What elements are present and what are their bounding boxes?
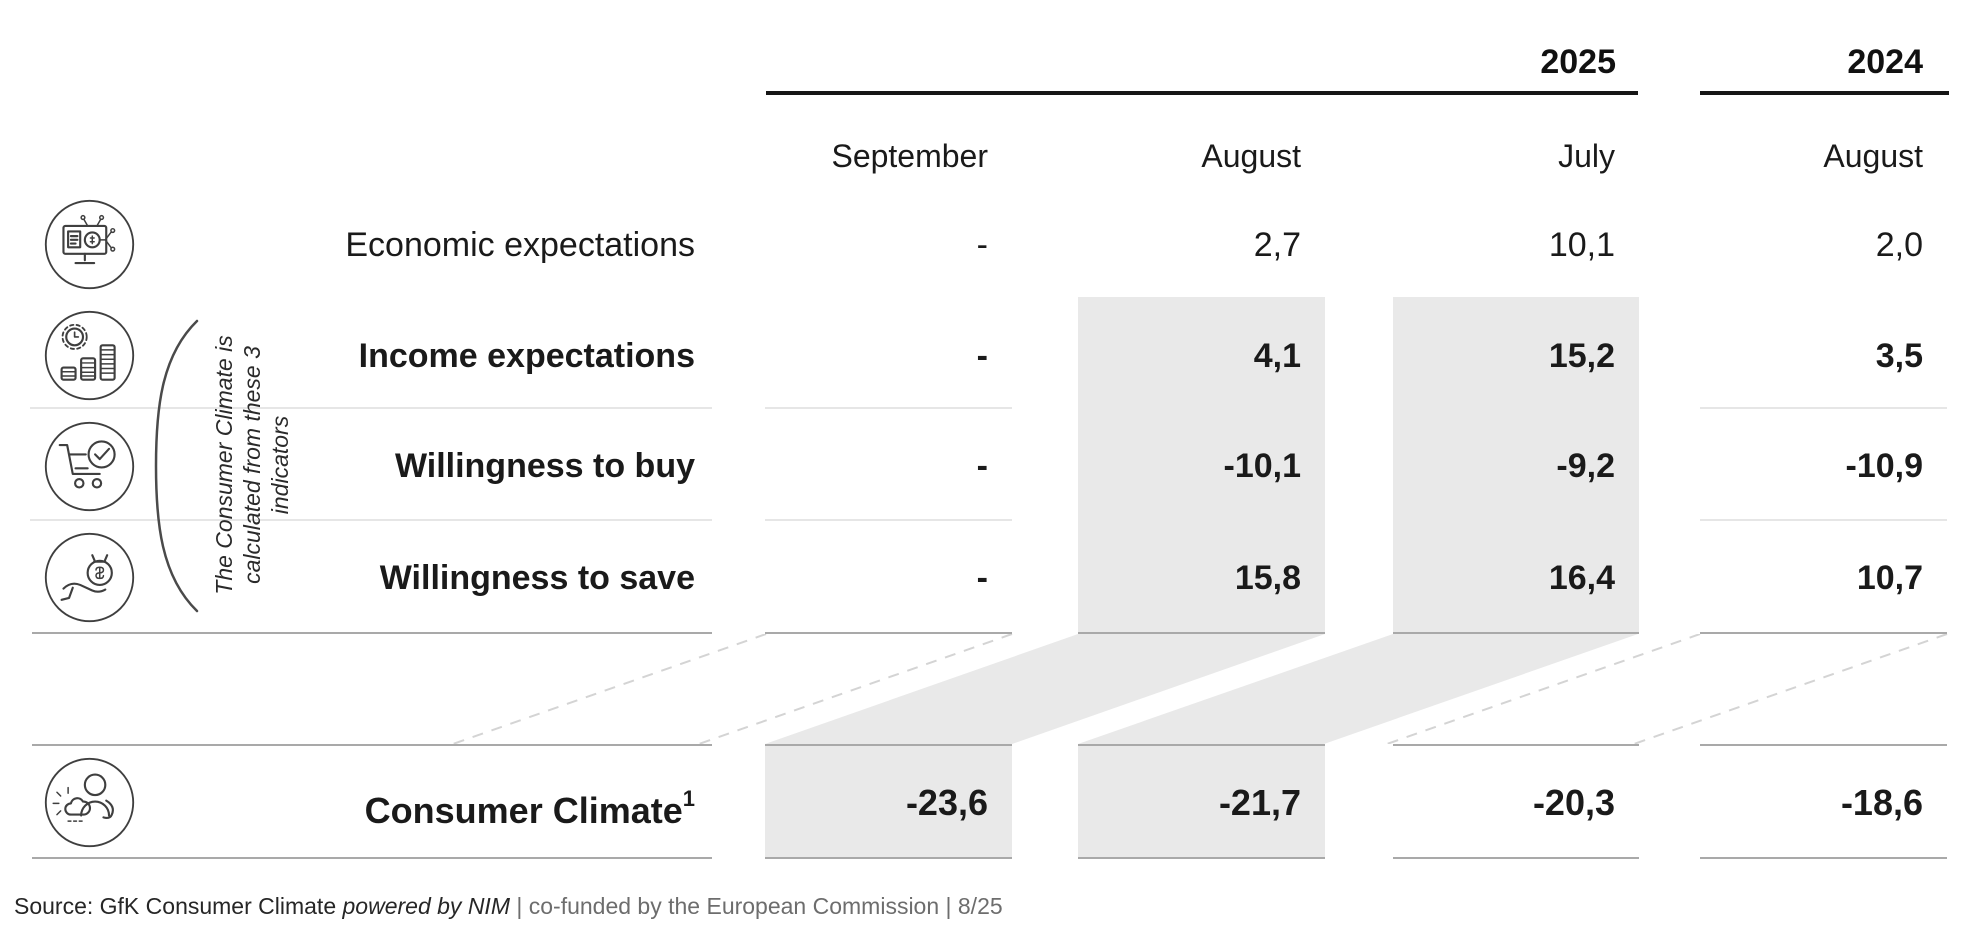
value-income-august-2024: 3,5 xyxy=(1875,337,1923,375)
value-buy-august-2024: -10,9 xyxy=(1845,447,1924,485)
highlight-cell-august-climate xyxy=(1078,746,1325,858)
dashed-flow-guides xyxy=(452,634,1948,744)
person-weather-icon xyxy=(43,756,136,849)
source-text: Source: GfK Consumer Climate xyxy=(14,893,343,919)
table-line xyxy=(765,632,1012,634)
year-header-2025: 2025 xyxy=(1540,43,1616,81)
value-income-august: 4,1 xyxy=(1253,337,1301,375)
value-save-september: - xyxy=(976,559,988,597)
highlight-column-july xyxy=(1393,297,1639,633)
consumer-climate-label: Consumer Climate xyxy=(364,790,683,831)
value-income-july: 15,2 xyxy=(1548,337,1615,375)
source-suffix: | co-funded by the European Commission |… xyxy=(509,893,1003,919)
table-line xyxy=(1078,632,1325,634)
year-rule-2024 xyxy=(1700,91,1949,95)
value-climate-august: -21,7 xyxy=(1218,782,1301,823)
table-line xyxy=(32,744,712,746)
value-economic-august: 2,7 xyxy=(1253,226,1301,264)
table-line xyxy=(1393,632,1639,634)
value-buy-september: - xyxy=(976,447,988,485)
row-label-willingness-to-save: Willingness to save xyxy=(379,559,695,597)
highlight-column-august xyxy=(1078,297,1325,633)
flow-august-to-september xyxy=(765,634,1325,744)
column-flow-transition xyxy=(452,634,1948,744)
column-header-august-2024: August xyxy=(1823,138,1923,174)
value-buy-july: -9,2 xyxy=(1556,447,1615,485)
value-save-august-2024: 10,7 xyxy=(1856,559,1923,597)
value-climate-september: -23,6 xyxy=(905,782,988,823)
source-note: Source: GfK Consumer Climate powered by … xyxy=(14,893,1003,920)
table-line xyxy=(32,857,712,859)
row-divider xyxy=(1700,519,1947,521)
highlight-cell-september-climate xyxy=(765,746,1012,858)
row-divider xyxy=(1700,407,1947,409)
row-label-economic-expectations: Economic expectations xyxy=(345,226,695,264)
column-header-september: September xyxy=(831,138,988,174)
value-economic-august-2024: 2,0 xyxy=(1875,226,1923,264)
row-label-consumer-climate: Consumer Climate1 xyxy=(150,777,695,831)
value-save-july: 16,4 xyxy=(1548,559,1615,597)
value-climate-july: -20,3 xyxy=(1532,782,1615,823)
row-divider xyxy=(30,519,712,521)
row-label-willingness-to-buy: Willingness to buy xyxy=(394,447,695,485)
row-divider xyxy=(765,407,1012,409)
footnote-marker: 1 xyxy=(682,786,695,811)
flow-july-to-august xyxy=(1078,634,1638,744)
source-powered-by: powered by NIM xyxy=(342,893,510,919)
table-line xyxy=(1700,632,1947,634)
row-divider xyxy=(765,519,1012,521)
value-economic-july: 10,1 xyxy=(1548,226,1615,264)
value-economic-september: - xyxy=(976,226,988,264)
year-header-2024: 2024 xyxy=(1847,43,1923,81)
value-income-september: - xyxy=(976,337,988,375)
value-save-august: 15,8 xyxy=(1234,559,1301,597)
table-line xyxy=(765,744,1012,746)
table-line xyxy=(1700,744,1947,746)
table-line xyxy=(1393,744,1639,746)
gear-coins-icon xyxy=(43,309,136,402)
table-line xyxy=(765,857,1012,859)
table-line xyxy=(1700,857,1947,859)
value-buy-august: -10,1 xyxy=(1223,447,1302,485)
year-rule-2025 xyxy=(766,91,1638,95)
money-bag-hand-icon xyxy=(43,531,136,624)
row-divider xyxy=(30,407,712,409)
monitor-finance-icon xyxy=(43,198,136,291)
table-line xyxy=(1393,857,1639,859)
brace-curve xyxy=(154,319,199,613)
column-header-july: July xyxy=(1558,138,1615,174)
table-line xyxy=(32,632,712,634)
column-header-august: August xyxy=(1201,138,1301,174)
table-line xyxy=(1078,857,1325,859)
value-climate-august-2024: -18,6 xyxy=(1840,782,1923,823)
cart-check-icon xyxy=(43,420,136,513)
row-label-income-expectations: Income expectations xyxy=(358,337,695,375)
table-line xyxy=(1078,744,1325,746)
